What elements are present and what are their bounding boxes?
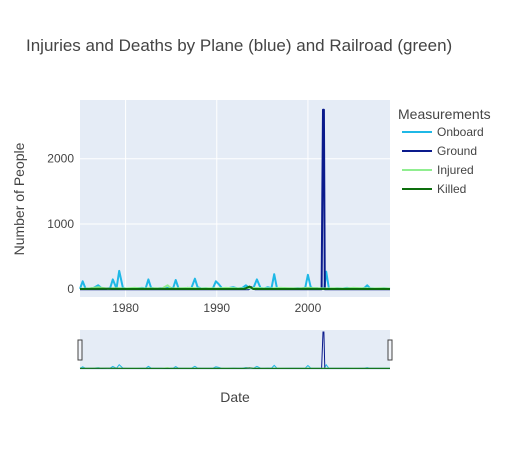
y-axis-ticks: 0 1000 2000 — [47, 152, 74, 296]
range-slider[interactable] — [77, 330, 393, 370]
legend-label: Injured — [437, 163, 474, 177]
legend-title: Measurements — [398, 106, 491, 122]
x-tick-label: 2000 — [295, 301, 322, 315]
x-axis-ticks: 1980 1990 2000 — [112, 301, 321, 315]
legend-label: Killed — [437, 182, 466, 196]
legend-item-ground[interactable]: Ground — [402, 144, 477, 158]
legend-item-killed[interactable]: Killed — [402, 182, 466, 196]
x-tick-label: 1980 — [112, 301, 139, 315]
y-tick-label: 1000 — [47, 217, 74, 231]
y-tick-label: 0 — [67, 282, 74, 296]
legend-label: Onboard — [437, 125, 484, 139]
range-slider-left-handle[interactable] — [77, 339, 83, 361]
slider-series-line-killed — [79, 367, 390, 369]
y-tick-label: 2000 — [47, 152, 74, 166]
series-line-killed — [79, 285, 390, 290]
legend-label: Ground — [437, 144, 477, 158]
legend-item-injured[interactable]: Injured — [402, 163, 474, 177]
legend-item-onboard[interactable]: Onboard — [402, 125, 484, 139]
chart-title: Injuries and Deaths by Plane (blue) and … — [26, 36, 452, 55]
range-slider-series — [79, 331, 391, 369]
y-axis-label: Number of People — [11, 142, 27, 255]
range-slider-track[interactable] — [80, 330, 390, 370]
legend: Measurements Onboard Ground Injured Killed — [398, 106, 491, 196]
plot-area — [80, 100, 390, 297]
range-slider-right-handle[interactable] — [387, 339, 393, 361]
series-layer — [79, 108, 391, 291]
x-axis-label: Date — [220, 389, 250, 405]
x-tick-label: 1990 — [203, 301, 230, 315]
